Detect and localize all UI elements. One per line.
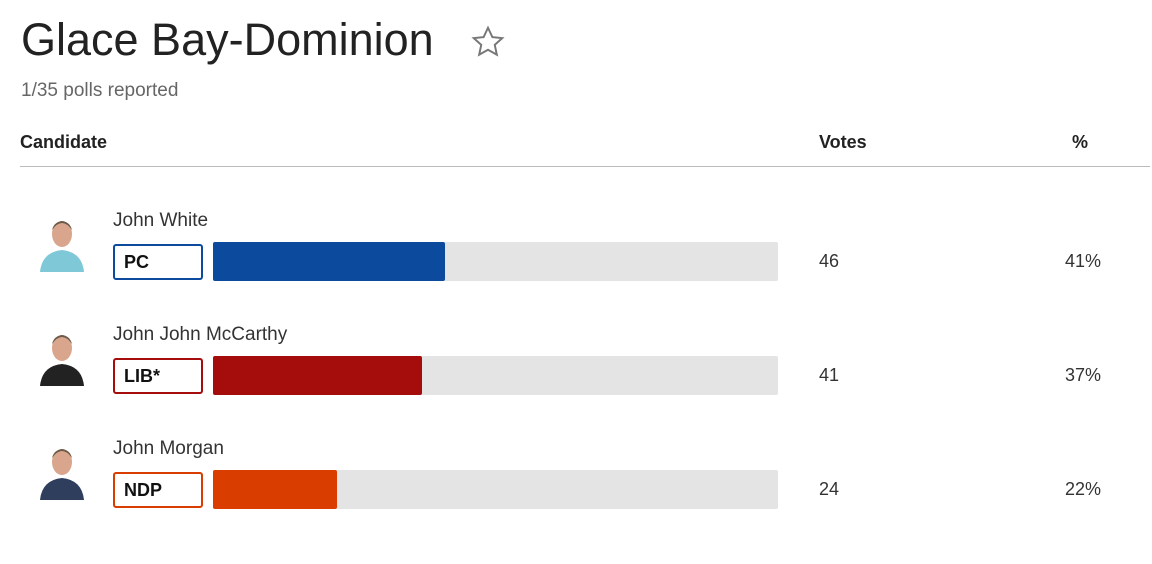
- page-title: Glace Bay-Dominion: [21, 14, 434, 65]
- party-badge: NDP: [113, 472, 203, 508]
- party-badge: PC: [113, 244, 203, 280]
- percent: 37%: [1064, 365, 1101, 385]
- votes: 41: [819, 365, 840, 385]
- candidate-photo: [40, 221, 84, 272]
- candidate-photo: [40, 449, 84, 500]
- party-badge: LIB*: [113, 358, 203, 394]
- column-header: %: [1072, 132, 1089, 152]
- bar-track: [213, 242, 778, 281]
- percent-bar: [213, 470, 338, 509]
- column-header: Votes: [819, 132, 867, 152]
- percent-bar: [213, 356, 423, 395]
- votes: 46: [819, 251, 840, 271]
- bar-track: [213, 356, 778, 395]
- polls-reported: 1/35 polls reported: [21, 80, 179, 101]
- candidate-photo: [40, 335, 84, 386]
- candidate-name: John John McCarthy: [113, 324, 288, 345]
- column-header: Candidate: [20, 132, 108, 152]
- votes: 24: [819, 479, 840, 499]
- header-rule: [20, 166, 1150, 167]
- favorite-star[interactable]: [470, 24, 506, 60]
- candidate-name: John Morgan: [113, 438, 224, 459]
- percent: 41%: [1064, 251, 1101, 271]
- bar-track: [213, 470, 778, 509]
- percent-bar: [213, 242, 445, 281]
- percent: 22%: [1064, 479, 1101, 499]
- candidate-name: John White: [113, 210, 209, 231]
